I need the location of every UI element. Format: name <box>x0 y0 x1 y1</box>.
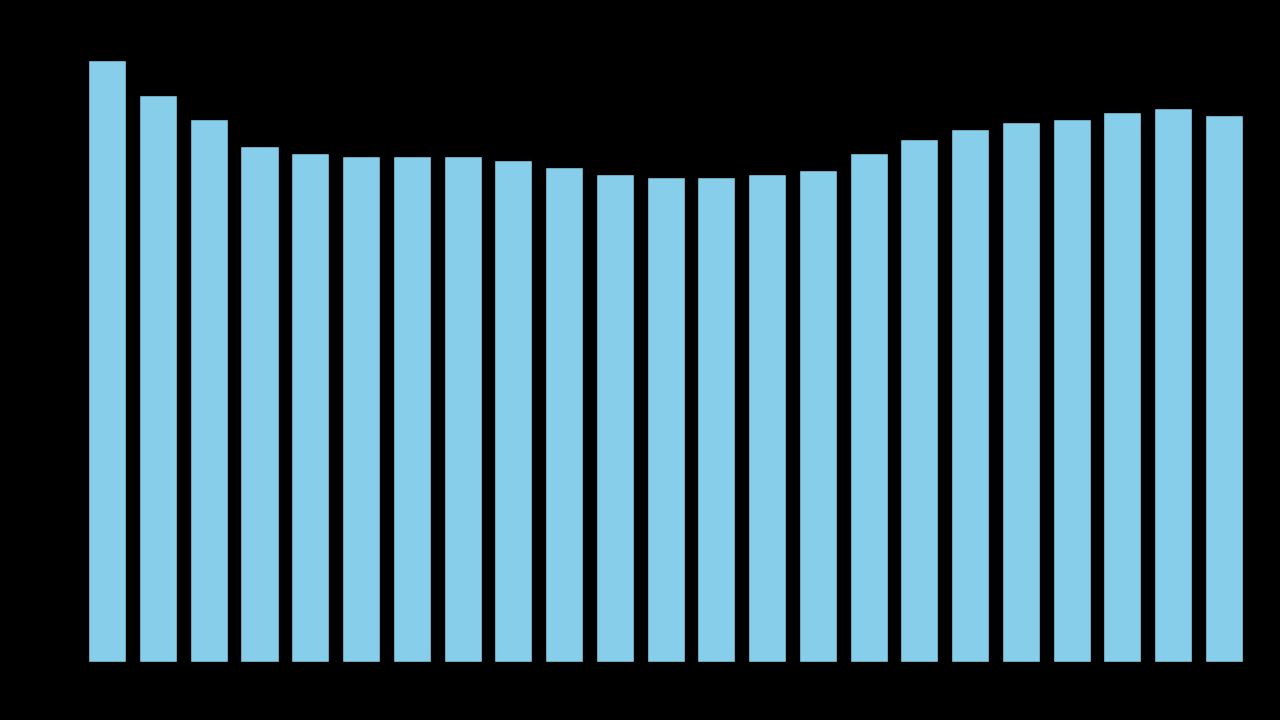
Bar <box>646 177 685 662</box>
Bar <box>1155 108 1192 662</box>
Bar <box>1204 115 1243 662</box>
Bar <box>951 129 989 662</box>
Bar <box>241 146 279 662</box>
Bar <box>393 156 431 662</box>
Bar <box>1052 119 1091 662</box>
Bar <box>88 60 127 662</box>
Bar <box>545 167 584 662</box>
Bar <box>748 174 786 662</box>
Bar <box>850 153 887 662</box>
Bar <box>292 153 329 662</box>
Bar <box>494 160 532 662</box>
Bar <box>698 177 736 662</box>
Bar <box>342 156 380 662</box>
Bar <box>799 170 837 662</box>
Bar <box>900 139 938 662</box>
Bar <box>1103 112 1142 662</box>
Bar <box>444 156 481 662</box>
Bar <box>1002 122 1039 662</box>
Bar <box>140 94 177 662</box>
Bar <box>189 119 228 662</box>
Bar <box>595 174 634 662</box>
